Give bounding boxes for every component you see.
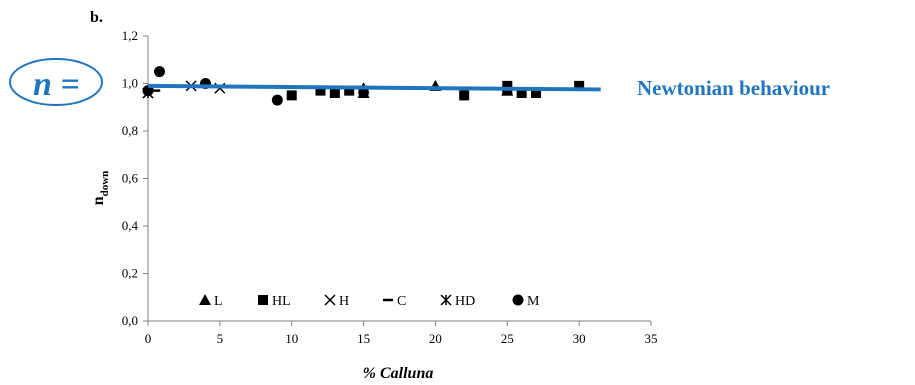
y-axis-label-sub: down [99, 171, 111, 197]
point-hl [286, 90, 297, 101]
point-hl [516, 88, 527, 98]
x-axis-label-italic: Calluna [380, 365, 433, 382]
x-axis-label-prefix: % [363, 365, 380, 382]
legend-marker-hd [440, 294, 452, 306]
x-tick-label: 0 [145, 331, 152, 346]
legend-marker-hl [258, 295, 268, 305]
point-hl [329, 88, 340, 98]
legend-item-hd: HD [440, 294, 475, 309]
axes [143, 35, 652, 326]
x-tick-label: 15 [357, 331, 370, 346]
y-tick-label: 0,2 [122, 266, 138, 281]
x-axis-label: % Calluna [363, 365, 434, 382]
x-tick-label: 20 [429, 331, 442, 346]
panel-label: b. [90, 9, 103, 26]
point-hl [574, 80, 585, 91]
y-tick-label: 0,0 [122, 313, 138, 328]
legend-item-m: M [512, 294, 540, 309]
x-tick-labels: 0 5 10 15 20 25 30 35 [145, 331, 658, 346]
y-tick-labels: 0,0 0,2 0,4 0,6 0,8 1,0 1,2 [122, 28, 139, 328]
legend-label-m: M [527, 294, 540, 309]
point-m [153, 66, 165, 78]
point-hl [315, 85, 326, 96]
legend-item-c: C [383, 294, 406, 309]
point-hl [344, 85, 355, 96]
point-hl [358, 85, 369, 96]
point-hl [459, 90, 470, 101]
data-points [142, 66, 585, 106]
legend-item-h: H [324, 294, 349, 309]
n-label: n = [33, 66, 80, 103]
x-tick-label: 35 [645, 331, 658, 346]
x-tick-label: 5 [217, 331, 224, 346]
trendline [147, 83, 601, 92]
x-tick-label: 10 [285, 331, 298, 346]
y-axis-label: ndown [90, 171, 111, 206]
legend-label-h: H [339, 294, 349, 309]
y-tick-label: 1,2 [122, 28, 138, 43]
y-tick-label: 0,6 [122, 171, 139, 186]
y-tick-label: 0,8 [122, 123, 138, 138]
point-hl [531, 88, 542, 98]
legend-label-hd: HD [455, 294, 475, 309]
newtonian-annotation: Newtonian behaviour [637, 76, 830, 100]
legend-marker-h [324, 294, 336, 306]
n-highlight-ellipse [9, 58, 103, 106]
y-tick-label: 0,4 [122, 218, 139, 233]
legend-label-l: L [214, 294, 223, 309]
x-tick-label: 30 [573, 331, 586, 346]
x-tick-label: 25 [501, 331, 514, 346]
y-axis-label-main: n [90, 196, 107, 205]
legend-label-c: C [397, 294, 406, 309]
point-m [271, 94, 283, 106]
y-tick-label: 1,0 [122, 76, 138, 91]
legend-marker-m [512, 294, 524, 306]
legend-marker-h-stroke [324, 294, 336, 306]
legend-item-l: L [199, 294, 223, 309]
legend: L HL H C HD M [199, 294, 540, 309]
legend-label-hl: HL [272, 294, 291, 309]
legend-item-hl: HL [258, 294, 291, 309]
legend-marker-l [199, 294, 211, 305]
